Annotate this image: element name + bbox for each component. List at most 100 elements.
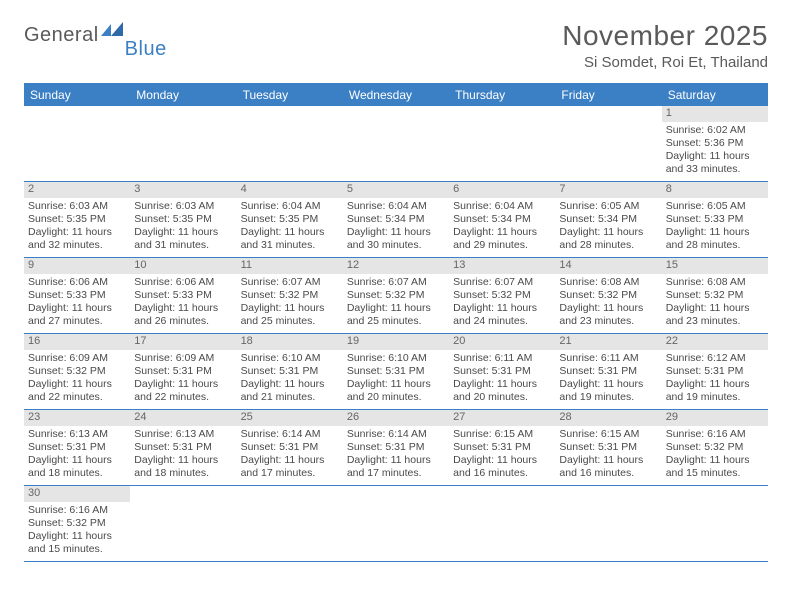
day-number: 6 (449, 182, 555, 198)
day-body: Sunrise: 6:04 AMSunset: 5:34 PMDaylight:… (449, 198, 555, 257)
daylight-text: Daylight: 11 hours and 15 minutes. (28, 530, 126, 556)
day-body: Sunrise: 6:09 AMSunset: 5:32 PMDaylight:… (24, 350, 130, 409)
day-number: 12 (343, 258, 449, 274)
day-cell: 8Sunrise: 6:05 AMSunset: 5:33 PMDaylight… (662, 182, 768, 258)
sunset-text: Sunset: 5:32 PM (28, 365, 126, 378)
day-number: 30 (24, 486, 130, 502)
daylight-text: Daylight: 11 hours and 24 minutes. (453, 302, 551, 328)
daylight-text: Daylight: 11 hours and 25 minutes. (241, 302, 339, 328)
weekday-header: Thursday (449, 84, 555, 106)
day-cell: 16Sunrise: 6:09 AMSunset: 5:32 PMDayligh… (24, 334, 130, 410)
empty-cell (24, 106, 130, 182)
day-number: 19 (343, 334, 449, 350)
day-cell: 10Sunrise: 6:06 AMSunset: 5:33 PMDayligh… (130, 258, 236, 334)
day-number: 26 (343, 410, 449, 426)
sunrise-text: Sunrise: 6:14 AM (241, 428, 339, 441)
sunrise-text: Sunrise: 6:15 AM (559, 428, 657, 441)
day-number: 3 (130, 182, 236, 198)
day-number: 1 (662, 106, 768, 122)
daylight-text: Daylight: 11 hours and 29 minutes. (453, 226, 551, 252)
day-cell: 22Sunrise: 6:12 AMSunset: 5:31 PMDayligh… (662, 334, 768, 410)
sunset-text: Sunset: 5:32 PM (453, 289, 551, 302)
page-title: November 2025 (562, 20, 768, 52)
day-body: Sunrise: 6:08 AMSunset: 5:32 PMDaylight:… (662, 274, 768, 333)
empty-cell (662, 486, 768, 562)
day-cell: 4Sunrise: 6:04 AMSunset: 5:35 PMDaylight… (237, 182, 343, 258)
day-cell: 20Sunrise: 6:11 AMSunset: 5:31 PMDayligh… (449, 334, 555, 410)
sunset-text: Sunset: 5:33 PM (134, 289, 232, 302)
header: General Blue November 2025 Si Somdet, Ro… (24, 20, 768, 71)
day-cell: 2Sunrise: 6:03 AMSunset: 5:35 PMDaylight… (24, 182, 130, 258)
day-body: Sunrise: 6:14 AMSunset: 5:31 PMDaylight:… (343, 426, 449, 485)
day-number: 28 (555, 410, 661, 426)
day-body: Sunrise: 6:07 AMSunset: 5:32 PMDaylight:… (343, 274, 449, 333)
sunrise-text: Sunrise: 6:07 AM (347, 276, 445, 289)
sunset-text: Sunset: 5:35 PM (241, 213, 339, 226)
sunset-text: Sunset: 5:35 PM (134, 213, 232, 226)
day-body: Sunrise: 6:15 AMSunset: 5:31 PMDaylight:… (555, 426, 661, 485)
sunrise-text: Sunrise: 6:11 AM (453, 352, 551, 365)
sunset-text: Sunset: 5:31 PM (453, 441, 551, 454)
sunset-text: Sunset: 5:31 PM (453, 365, 551, 378)
day-body: Sunrise: 6:14 AMSunset: 5:31 PMDaylight:… (237, 426, 343, 485)
day-number: 10 (130, 258, 236, 274)
empty-cell (343, 106, 449, 182)
logo: General Blue (24, 20, 173, 47)
sunrise-text: Sunrise: 6:02 AM (666, 124, 764, 137)
sunrise-text: Sunrise: 6:12 AM (666, 352, 764, 365)
empty-cell (449, 486, 555, 562)
daylight-text: Daylight: 11 hours and 28 minutes. (559, 226, 657, 252)
sunset-text: Sunset: 5:35 PM (28, 213, 126, 226)
weekday-header: Monday (130, 84, 236, 106)
logo-text-blue: Blue (125, 38, 167, 61)
daylight-text: Daylight: 11 hours and 17 minutes. (241, 454, 339, 480)
sunset-text: Sunset: 5:34 PM (453, 213, 551, 226)
day-body: Sunrise: 6:09 AMSunset: 5:31 PMDaylight:… (130, 350, 236, 409)
day-number: 2 (24, 182, 130, 198)
day-body: Sunrise: 6:04 AMSunset: 5:34 PMDaylight:… (343, 198, 449, 257)
sunrise-text: Sunrise: 6:06 AM (134, 276, 232, 289)
sunset-text: Sunset: 5:32 PM (347, 289, 445, 302)
empty-cell (237, 106, 343, 182)
sunset-text: Sunset: 5:31 PM (241, 365, 339, 378)
day-cell: 26Sunrise: 6:14 AMSunset: 5:31 PMDayligh… (343, 410, 449, 486)
daylight-text: Daylight: 11 hours and 27 minutes. (28, 302, 126, 328)
day-cell: 5Sunrise: 6:04 AMSunset: 5:34 PMDaylight… (343, 182, 449, 258)
day-cell: 13Sunrise: 6:07 AMSunset: 5:32 PMDayligh… (449, 258, 555, 334)
day-body: Sunrise: 6:16 AMSunset: 5:32 PMDaylight:… (662, 426, 768, 485)
daylight-text: Daylight: 11 hours and 19 minutes. (559, 378, 657, 404)
day-cell: 3 Sunrise: 6:03 AMSunset: 5:35 PMDaylight… (130, 182, 236, 258)
sunrise-text: Sunrise: 6:13 AM (134, 428, 232, 441)
sunset-text: Sunset: 5:31 PM (134, 441, 232, 454)
day-cell: 24Sunrise: 6:13 AMSunset: 5:31 PMDayligh… (130, 410, 236, 486)
day-body: Sunrise: 6:08 AMSunset: 5:32 PMDaylight:… (555, 274, 661, 333)
sunrise-text: Sunrise: 6:04 AM (241, 200, 339, 213)
sunrise-text: Sunrise: 6:07 AM (241, 276, 339, 289)
day-cell: 14Sunrise: 6:08 AMSunset: 5:32 PMDayligh… (555, 258, 661, 334)
day-body: Sunrise: 6:13 AMSunset: 5:31 PMDaylight:… (24, 426, 130, 485)
sunrise-text: Sunrise: 6:10 AM (347, 352, 445, 365)
sunset-text: Sunset: 5:34 PM (559, 213, 657, 226)
sunset-text: Sunset: 5:33 PM (28, 289, 126, 302)
day-body: Sunrise: 6:11 AMSunset: 5:31 PMDaylight:… (555, 350, 661, 409)
day-number: 17 (130, 334, 236, 350)
calendar-grid: 1Sunrise: 6:02 AMSunset: 5:36 PMDaylight… (24, 106, 768, 562)
day-body: Sunrise: 6:06 AMSunset: 5:33 PMDaylight:… (24, 274, 130, 333)
daylight-text: Daylight: 11 hours and 23 minutes. (559, 302, 657, 328)
day-body: Sunrise: 6:04 AMSunset: 5:35 PMDaylight:… (237, 198, 343, 257)
daylight-text: Daylight: 11 hours and 31 minutes. (241, 226, 339, 252)
daylight-text: Daylight: 11 hours and 31 minutes. (134, 226, 232, 252)
sunrise-text: Sunrise: 6:03 AM (134, 200, 232, 213)
sunset-text: Sunset: 5:32 PM (241, 289, 339, 302)
day-number: 4 (237, 182, 343, 198)
day-body: Sunrise: 6:10 AMSunset: 5:31 PMDaylight:… (237, 350, 343, 409)
day-number: 22 (662, 334, 768, 350)
sunrise-text: Sunrise: 6:09 AM (28, 352, 126, 365)
day-body: Sunrise: 6:05 AMSunset: 5:33 PMDaylight:… (662, 198, 768, 257)
daylight-text: Daylight: 11 hours and 30 minutes. (347, 226, 445, 252)
weekday-header: Sunday (24, 84, 130, 106)
daylight-text: Daylight: 11 hours and 15 minutes. (666, 454, 764, 480)
sunset-text: Sunset: 5:31 PM (241, 441, 339, 454)
day-number: 29 (662, 410, 768, 426)
sunrise-text: Sunrise: 6:05 AM (559, 200, 657, 213)
